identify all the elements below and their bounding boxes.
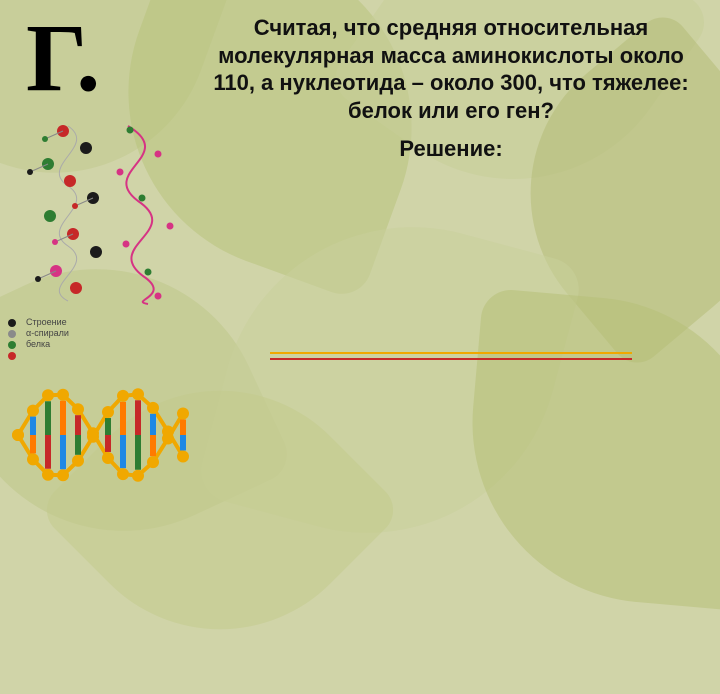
solution-label: Решение: (210, 136, 692, 162)
protein-helix-diagram (8, 116, 188, 306)
question-text: Считая, что средняя относительная молеку… (210, 14, 692, 124)
underline-yellow (270, 352, 632, 354)
right-column: Считая, что средняя относительная молеку… (200, 0, 720, 540)
answer-underline (270, 352, 632, 360)
legend-caption: Строение α-спирали белка (26, 317, 69, 349)
section-letter: Г. (8, 10, 200, 106)
dna-double-helix-diagram (8, 370, 198, 500)
underline-red (270, 358, 632, 360)
legend: Строение α-спирали белка (8, 317, 200, 360)
left-column: Г. Строение α-спирали белка (0, 0, 200, 540)
